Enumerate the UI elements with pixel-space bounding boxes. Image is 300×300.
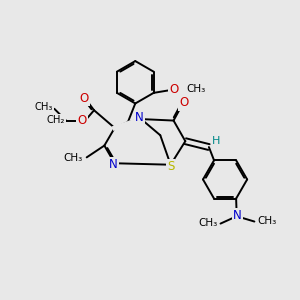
Text: N: N <box>233 209 242 222</box>
Text: O: O <box>169 83 179 96</box>
Text: S: S <box>167 160 174 173</box>
Text: CH₃: CH₃ <box>186 84 205 94</box>
Text: N: N <box>135 111 144 124</box>
Text: CH₃: CH₃ <box>198 218 218 228</box>
Text: CH₂: CH₂ <box>46 115 64 125</box>
Text: O: O <box>78 114 87 127</box>
Text: O: O <box>79 92 88 105</box>
Text: CH₃: CH₃ <box>34 102 53 112</box>
Text: CH₃: CH₃ <box>63 153 82 163</box>
Text: O: O <box>179 96 188 110</box>
Text: CH₃: CH₃ <box>257 216 277 226</box>
Text: H: H <box>212 136 220 146</box>
Text: N: N <box>109 158 118 171</box>
